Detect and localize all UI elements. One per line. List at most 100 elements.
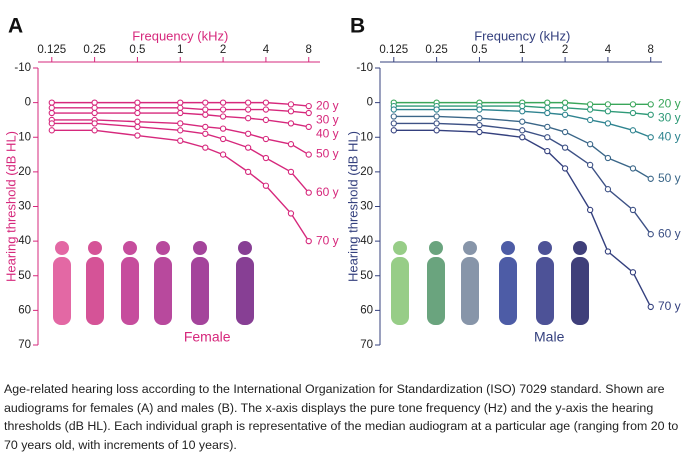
data-point	[544, 123, 551, 131]
series-line	[51, 107, 309, 114]
x-tick-label: 4	[605, 44, 612, 56]
series-label: 20 y	[316, 98, 339, 112]
y-axis-title: Hearing threshold (dB HL)	[3, 131, 18, 282]
series-line	[51, 112, 309, 128]
data-point	[48, 99, 55, 106]
data-point	[305, 123, 312, 131]
series-label: 40 y	[316, 126, 339, 140]
series-label: 60 y	[316, 185, 339, 199]
data-point	[244, 115, 252, 122]
data-point	[287, 108, 295, 115]
figure-silhouette	[193, 241, 207, 255]
data-point	[629, 127, 637, 134]
data-point	[476, 121, 483, 129]
data-point	[586, 116, 594, 124]
x-tick-label: 0.5	[129, 44, 145, 56]
y-tick-label: 50	[360, 270, 373, 282]
figure-silhouette	[427, 257, 445, 325]
data-point	[202, 144, 209, 151]
data-point	[202, 99, 209, 106]
x-tick-label: 1	[177, 44, 183, 56]
data-point	[390, 120, 397, 127]
data-point	[647, 134, 654, 141]
data-point	[262, 135, 270, 143]
series-label: 30 y	[316, 112, 339, 126]
y-tick-label: 0	[25, 97, 31, 109]
data-point	[586, 101, 594, 108]
data-point	[262, 99, 270, 106]
data-point	[219, 106, 227, 113]
figure-silhouette	[191, 257, 209, 325]
y-tick-label: 30	[360, 201, 373, 213]
data-point	[476, 106, 483, 113]
data-point	[262, 154, 270, 162]
figure-silhouette	[154, 257, 172, 325]
y-tick-label: 40	[18, 235, 31, 247]
figure-silhouette	[121, 257, 139, 325]
data-point	[134, 99, 141, 106]
data-point	[519, 118, 526, 125]
data-point	[262, 106, 270, 113]
x-tick-label: 0.25	[83, 44, 105, 56]
figure-silhouette	[55, 241, 69, 255]
figure-silhouette	[499, 257, 517, 325]
data-point	[544, 109, 551, 117]
figure-silhouette	[501, 241, 515, 255]
figure-silhouette	[236, 257, 254, 325]
figure-silhouette	[573, 241, 587, 255]
figure-silhouette	[571, 257, 589, 325]
caption: Age-related hearing loss according to th…	[4, 382, 679, 452]
figure-silhouette	[461, 257, 479, 325]
x-tick-label: 0.125	[37, 44, 66, 56]
data-point	[287, 101, 295, 108]
data-point	[647, 175, 654, 182]
data-point	[433, 113, 440, 120]
data-point	[604, 186, 612, 193]
data-point	[244, 130, 252, 137]
data-point	[647, 231, 654, 238]
data-point	[202, 106, 209, 113]
figure-silhouette	[86, 257, 104, 325]
data-point	[544, 99, 551, 106]
x-tick-label: 8	[648, 44, 654, 56]
data-point	[134, 123, 141, 131]
data-point	[219, 151, 227, 158]
series-label: 40 y	[658, 129, 681, 143]
y-tick-label: 60	[18, 304, 31, 316]
data-point	[48, 104, 55, 111]
data-point	[629, 269, 637, 276]
figure-silhouette	[238, 241, 252, 255]
data-point	[604, 101, 612, 108]
series-label: 70 y	[658, 299, 681, 313]
x-tick-label: 8	[306, 44, 312, 56]
data-point	[287, 210, 295, 217]
data-point	[629, 101, 637, 108]
data-point	[177, 137, 184, 144]
x-tick-label: 2	[220, 44, 226, 56]
data-point	[586, 161, 594, 169]
data-point	[604, 108, 612, 115]
figure-silhouette	[393, 241, 407, 255]
data-point	[561, 104, 569, 111]
series-line	[51, 101, 309, 107]
data-point	[134, 118, 141, 125]
data-point	[433, 120, 440, 127]
panel-label: B	[350, 15, 365, 38]
data-point	[219, 113, 227, 120]
y-axis-title: Hearing threshold (dB HL)	[345, 131, 360, 282]
data-point	[433, 127, 440, 134]
x-axis-title: Frequency (kHz)	[132, 28, 228, 43]
data-point	[647, 101, 654, 108]
figure-silhouette	[123, 241, 137, 255]
data-point	[305, 189, 312, 196]
data-point	[629, 206, 637, 214]
x-tick-label: 0.25	[425, 44, 447, 56]
data-point	[305, 151, 312, 158]
data-point	[48, 120, 55, 127]
data-point	[433, 106, 440, 113]
data-point	[202, 123, 209, 131]
figure-silhouette	[429, 241, 443, 255]
data-point	[586, 141, 594, 148]
x-axis-title: Frequency (kHz)	[474, 28, 570, 43]
